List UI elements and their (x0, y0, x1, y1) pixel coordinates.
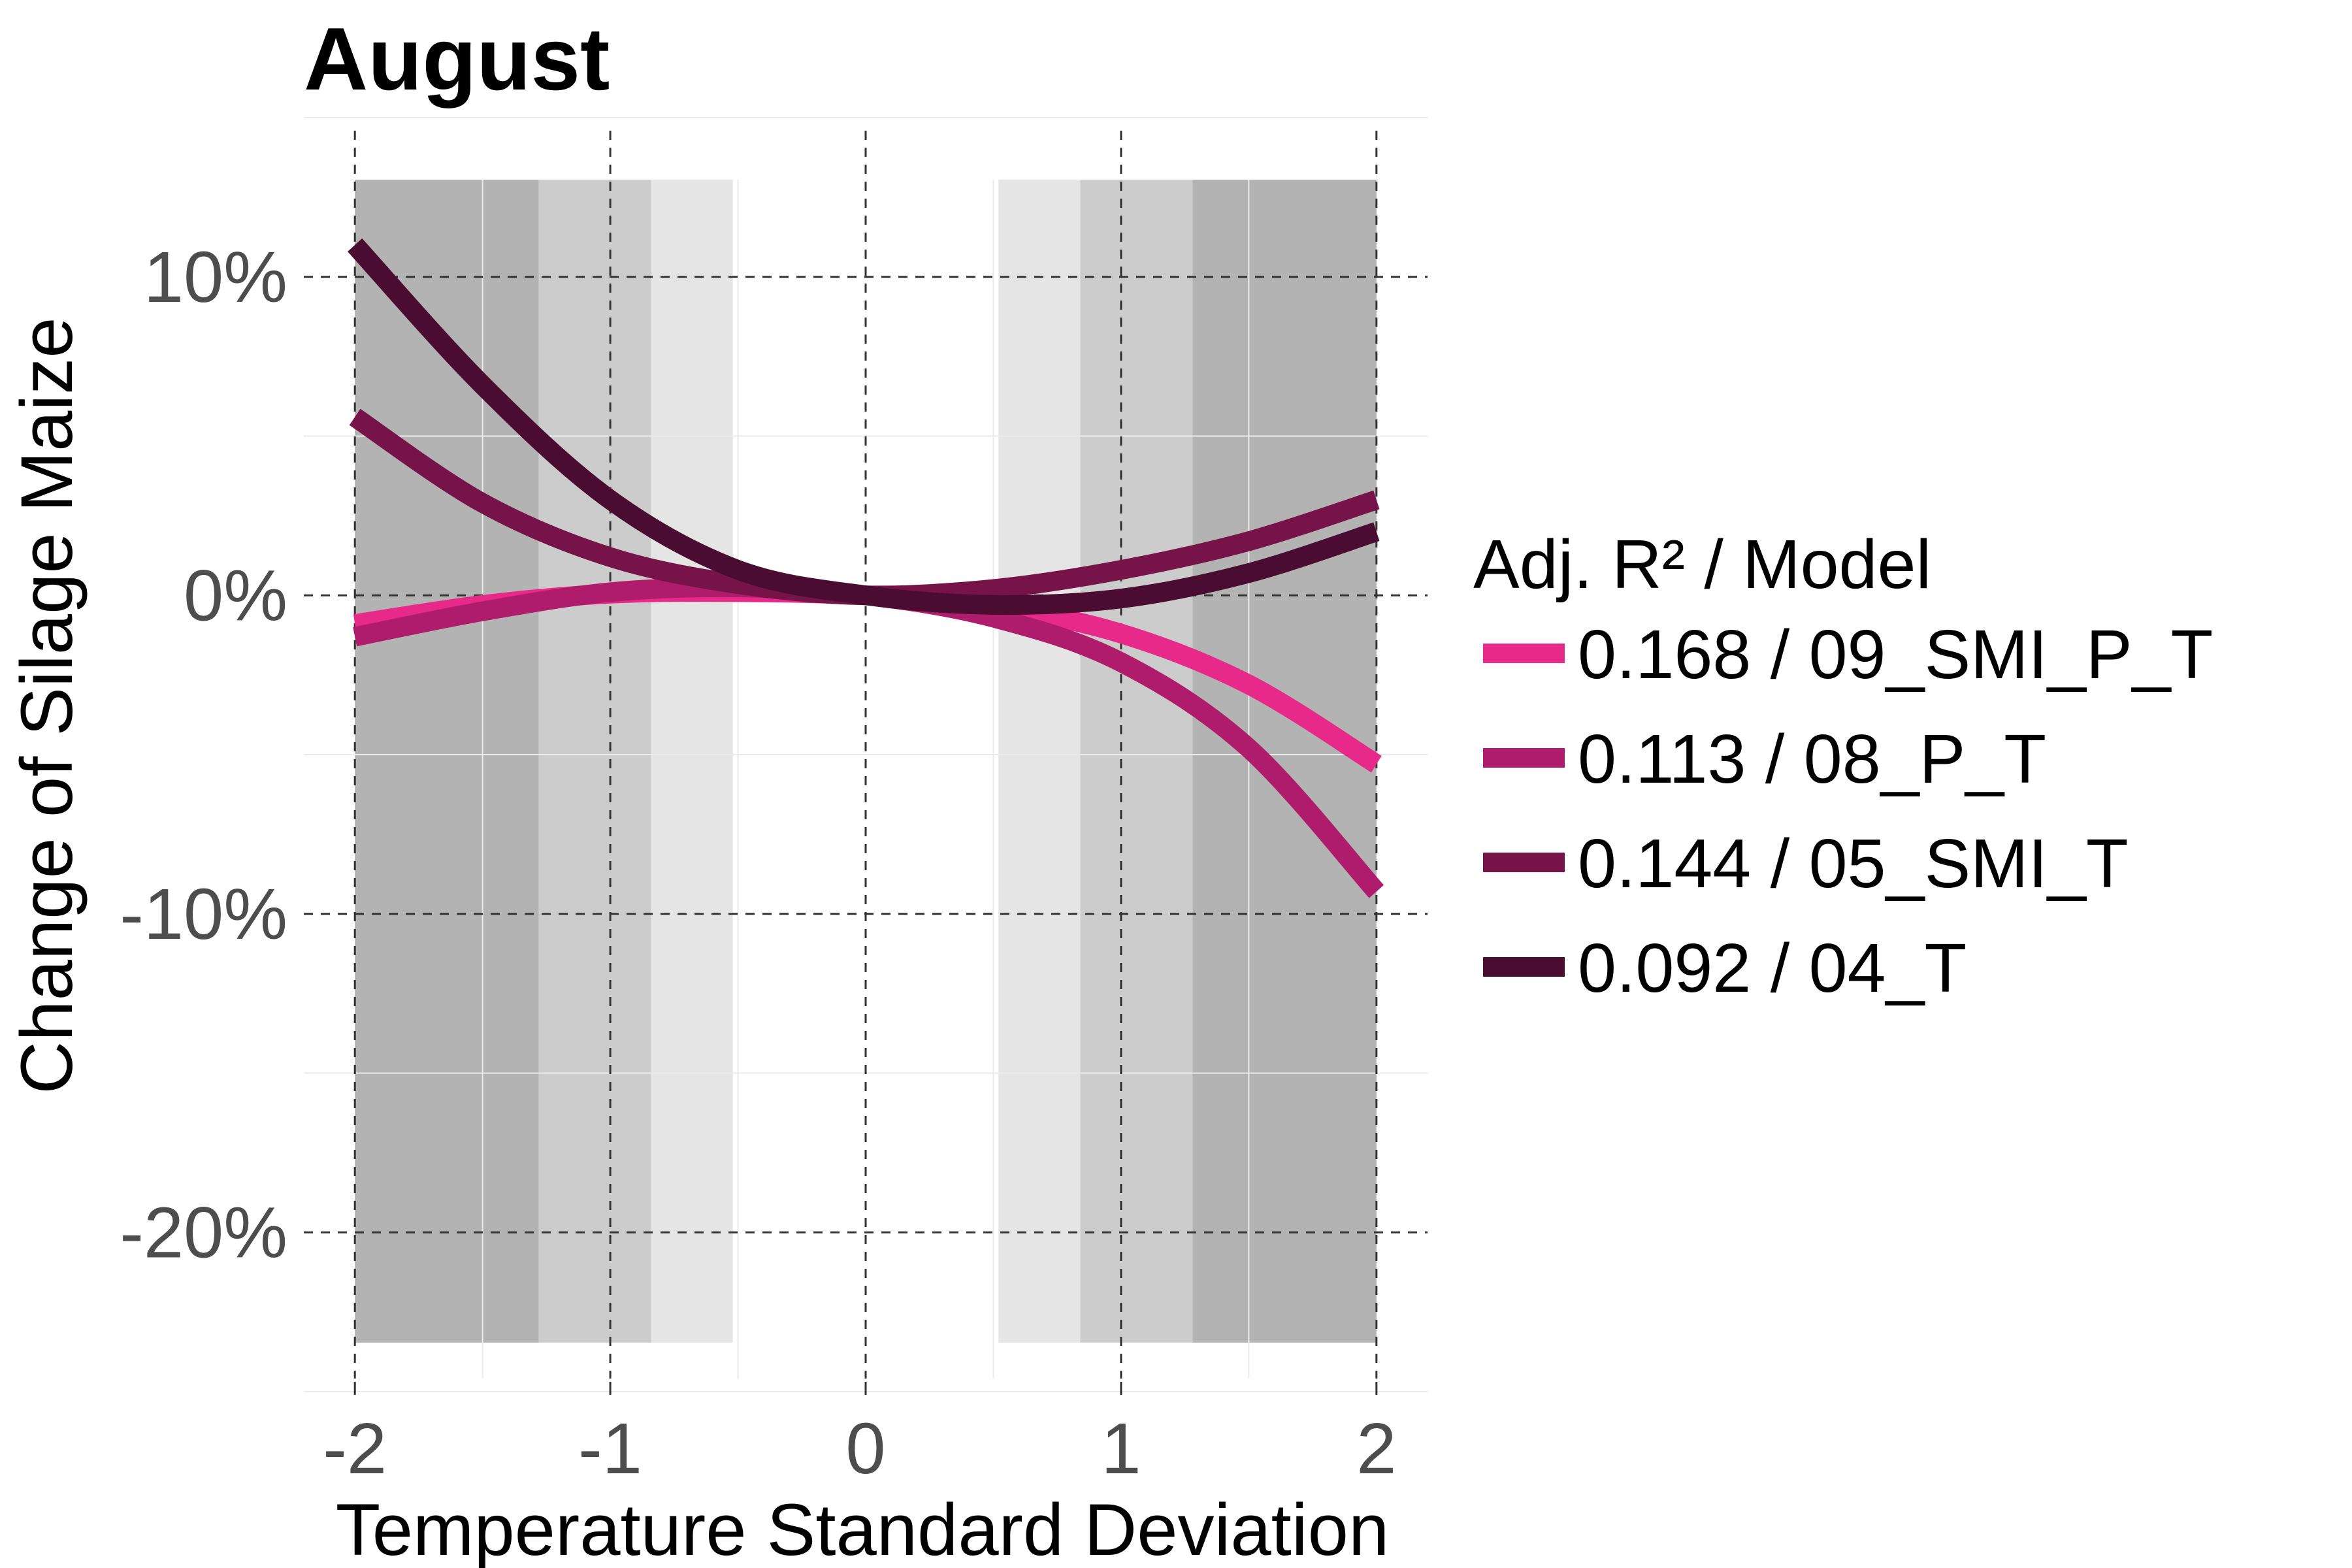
y-tick-label: -20% (120, 1192, 287, 1273)
series-line-04-t (348, 238, 1380, 615)
legend-label: 0.113 / 08_P_T (1578, 721, 2046, 798)
shaded-band-dark (355, 180, 539, 1343)
legend-label: 0.168 / 09_SMI_P_T (1578, 616, 2213, 693)
shaded-bands (355, 180, 1377, 1343)
x-tick-label: 1 (1101, 1409, 1141, 1489)
x-tick-label: -2 (323, 1409, 387, 1489)
x-tick-label: 0 (845, 1409, 885, 1489)
x-tick-label: -1 (578, 1409, 642, 1489)
y-axis-title: Change of Silage Maize (6, 317, 88, 1094)
shaded-band-dark (1192, 180, 1377, 1343)
shaded-band-light (651, 180, 733, 1343)
x-axis-ticks: -2 -1 0 1 2 (323, 1382, 1396, 1489)
series-lines (348, 238, 1384, 898)
shaded-band-medium (1080, 180, 1193, 1343)
gridlines (304, 117, 1428, 1392)
shaded-band-light (998, 180, 1081, 1343)
legend: Adj. R² / Model 0.168 / 09_SMI_P_T 0.113 … (1473, 526, 2213, 1007)
x-axis-title: Temperature Standard Deviation (336, 1489, 1389, 1568)
legend-title: Adj. R² / Model (1473, 526, 1931, 603)
chart-title: August (304, 9, 610, 108)
x-tick-label: 2 (1356, 1409, 1396, 1489)
y-tick-label: 10% (144, 237, 287, 318)
y-tick-label: -10% (120, 874, 287, 955)
shaded-band-medium (538, 180, 651, 1343)
y-tick-label: 0% (184, 555, 287, 636)
legend-label: 0.144 / 05_SMI_T (1578, 825, 2129, 902)
legend-label: 0.092 / 04_T (1578, 930, 1967, 1007)
y-axis-ticks: 10% 0% -10% -20% (120, 237, 287, 1273)
